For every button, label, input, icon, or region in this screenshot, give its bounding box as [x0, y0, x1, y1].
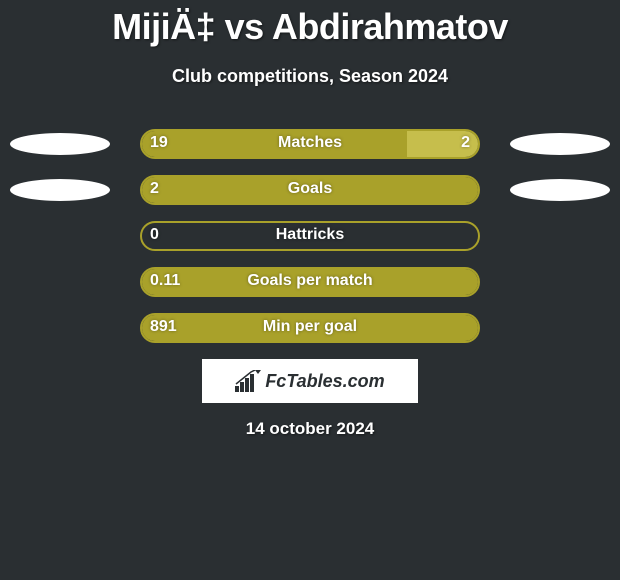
stat-row: 2Goals — [0, 175, 620, 205]
stat-row: 0.11Goals per match — [0, 267, 620, 297]
player-left-ellipse — [10, 179, 110, 201]
stat-bar-track — [140, 221, 480, 251]
stat-bar-left — [142, 177, 478, 203]
stat-left-value: 0.11 — [150, 272, 180, 290]
stat-row: 0Hattricks — [0, 221, 620, 251]
stat-row: 891Min per goal — [0, 313, 620, 343]
stat-left-value: 891 — [150, 318, 177, 336]
stat-bar-track — [140, 175, 480, 205]
stat-rows: 192Matches2Goals0Hattricks0.11Goals per … — [0, 129, 620, 343]
player-right-ellipse — [510, 179, 610, 201]
subtitle: Club competitions, Season 2024 — [0, 66, 620, 87]
stat-bar-track — [140, 129, 480, 159]
page-title: MijiÄ‡ vs Abdirahmatov — [0, 0, 620, 48]
stat-bar-track — [140, 313, 480, 343]
logo-text: FcTables.com — [265, 371, 384, 392]
date-line: 14 october 2024 — [0, 419, 620, 439]
player-right-ellipse — [510, 133, 610, 155]
stat-left-value: 2 — [150, 180, 159, 198]
stat-left-value: 19 — [150, 134, 168, 152]
logo-box[interactable]: FcTables.com — [202, 359, 418, 403]
stat-left-value: 0 — [150, 226, 159, 244]
logo-bars-icon — [235, 370, 261, 392]
stat-row: 192Matches — [0, 129, 620, 159]
player-left-ellipse — [10, 133, 110, 155]
stat-bar-left — [142, 131, 407, 157]
stat-bar-left — [142, 269, 478, 295]
comparison-container: MijiÄ‡ vs Abdirahmatov Club competitions… — [0, 0, 620, 439]
stat-bar-track — [140, 267, 480, 297]
stat-bar-left — [142, 315, 478, 341]
stat-right-value: 2 — [461, 134, 470, 152]
